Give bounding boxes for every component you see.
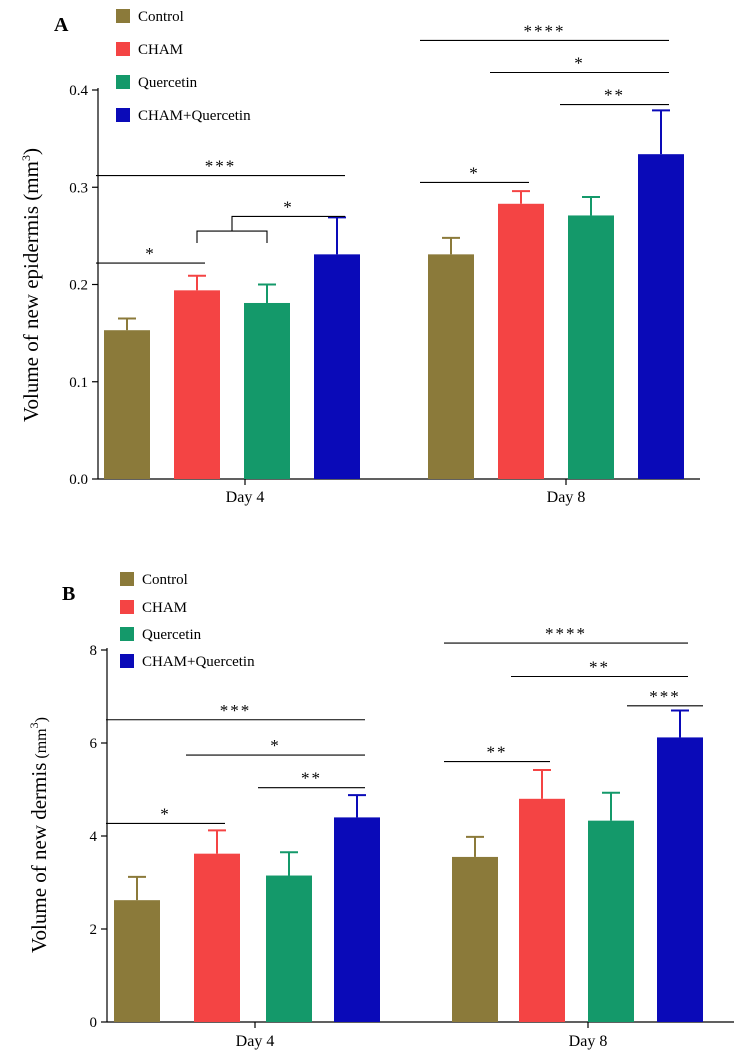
a-significance-label: * — [145, 244, 156, 263]
b-significance-label: * — [160, 804, 171, 823]
b-bar-control-1 — [452, 856, 498, 1022]
a-legend-label: Control — [138, 9, 184, 25]
b-bar-control-0 — [114, 900, 160, 1022]
a-bar-cham-0 — [174, 290, 220, 479]
a-y-tick-label: 0.2 — [69, 278, 88, 294]
b-legend-label: Control — [142, 572, 188, 588]
a-y-tick-label: 0.1 — [69, 375, 88, 391]
b-significance-label: *** — [649, 687, 681, 706]
a-significance-label: **** — [524, 21, 566, 40]
b-bar-quercetin-0 — [266, 875, 312, 1022]
b-y-axis-label-sup: 3 — [27, 722, 41, 728]
a-significance-label: *** — [205, 157, 237, 176]
b-significance-label: * — [270, 736, 281, 755]
a-legend-swatch — [116, 9, 130, 23]
a-bar-control-1 — [428, 254, 474, 479]
a-significance-label: * — [574, 53, 585, 72]
a-significance-label: * — [469, 163, 480, 182]
a-y-axis-label-main: Volume of new epidermis (mm — [19, 161, 43, 422]
a-legend-label: CHAM — [138, 42, 183, 58]
a-bar-quercetin-0 — [244, 302, 290, 479]
b-significance-label: **** — [545, 624, 587, 643]
b-bar-cham-0 — [194, 853, 240, 1022]
b-y-tick-label: 4 — [90, 829, 98, 845]
a-significance-label: ** — [604, 86, 625, 105]
b-category-label: Day 4 — [236, 1033, 275, 1050]
a-legend-swatch — [116, 108, 130, 122]
b-legend-swatch — [120, 572, 134, 586]
a-legend-label: Quercetin — [138, 75, 198, 91]
a-bar-cham-quercetin-1 — [638, 154, 684, 479]
a-bar-quercetin-1 — [568, 215, 614, 479]
a-legend-swatch — [116, 75, 130, 89]
a-y-axis-label: Volume of new epidermis (mm3) — [19, 148, 43, 422]
a-y-tick-label: 0.0 — [69, 472, 88, 488]
a-legend-label: CHAM+Quercetin — [138, 108, 251, 124]
b-legend-swatch — [120, 627, 134, 641]
b-category-label: Day 8 — [569, 1033, 608, 1050]
b-significance-label: ** — [301, 769, 322, 788]
a-bar-cham-quercetin-0 — [314, 254, 360, 479]
b-legend-swatch — [120, 600, 134, 614]
b-y-axis-label-main: Volume of new dermis — [27, 763, 51, 953]
b-y-axis-label: Volume of new dermis (mm3) — [27, 717, 51, 953]
b-legend-label: Quercetin — [142, 627, 202, 643]
b-legend-label: CHAM+Quercetin — [142, 654, 255, 670]
b-significance-label: ** — [589, 658, 610, 677]
b-bar-cham-quercetin-0 — [334, 817, 380, 1022]
a-category-label: Day 8 — [547, 489, 586, 506]
b-legend-label: CHAM — [142, 600, 187, 616]
a-y-tick-label: 0.4 — [69, 83, 88, 99]
b-y-axis-label-unit: (mm — [33, 728, 50, 763]
a-legend-swatch — [116, 42, 130, 56]
b-y-tick-label: 8 — [90, 643, 98, 659]
a-bar-cham-1 — [498, 203, 544, 479]
a-significance-label: * — [283, 197, 294, 216]
b-bar-cham-quercetin-1 — [657, 737, 703, 1022]
a-bar-control-0 — [104, 330, 150, 479]
a-category-label: Day 4 — [226, 489, 265, 506]
a-y-tick-label: 0.3 — [69, 180, 88, 196]
b-bar-quercetin-1 — [588, 820, 634, 1022]
a-y-axis-label-sup: 3 — [19, 155, 33, 161]
b-y-tick-label: 0 — [90, 1015, 98, 1031]
panel-b-letter: B — [62, 583, 75, 605]
a-significance-line — [231, 215, 345, 232]
b-bar-cham-1 — [519, 798, 565, 1022]
b-y-tick-label: 6 — [90, 736, 98, 752]
a-significance-bracket — [196, 230, 268, 244]
b-y-axis-label-close: ) — [33, 717, 50, 722]
panel-a-letter: A — [54, 14, 69, 36]
a-y-axis-label-close: ) — [19, 148, 43, 155]
b-significance-label: ** — [487, 743, 508, 762]
b-significance-label: *** — [220, 701, 252, 720]
b-y-tick-label: 2 — [90, 922, 98, 938]
b-legend-swatch — [120, 654, 134, 668]
